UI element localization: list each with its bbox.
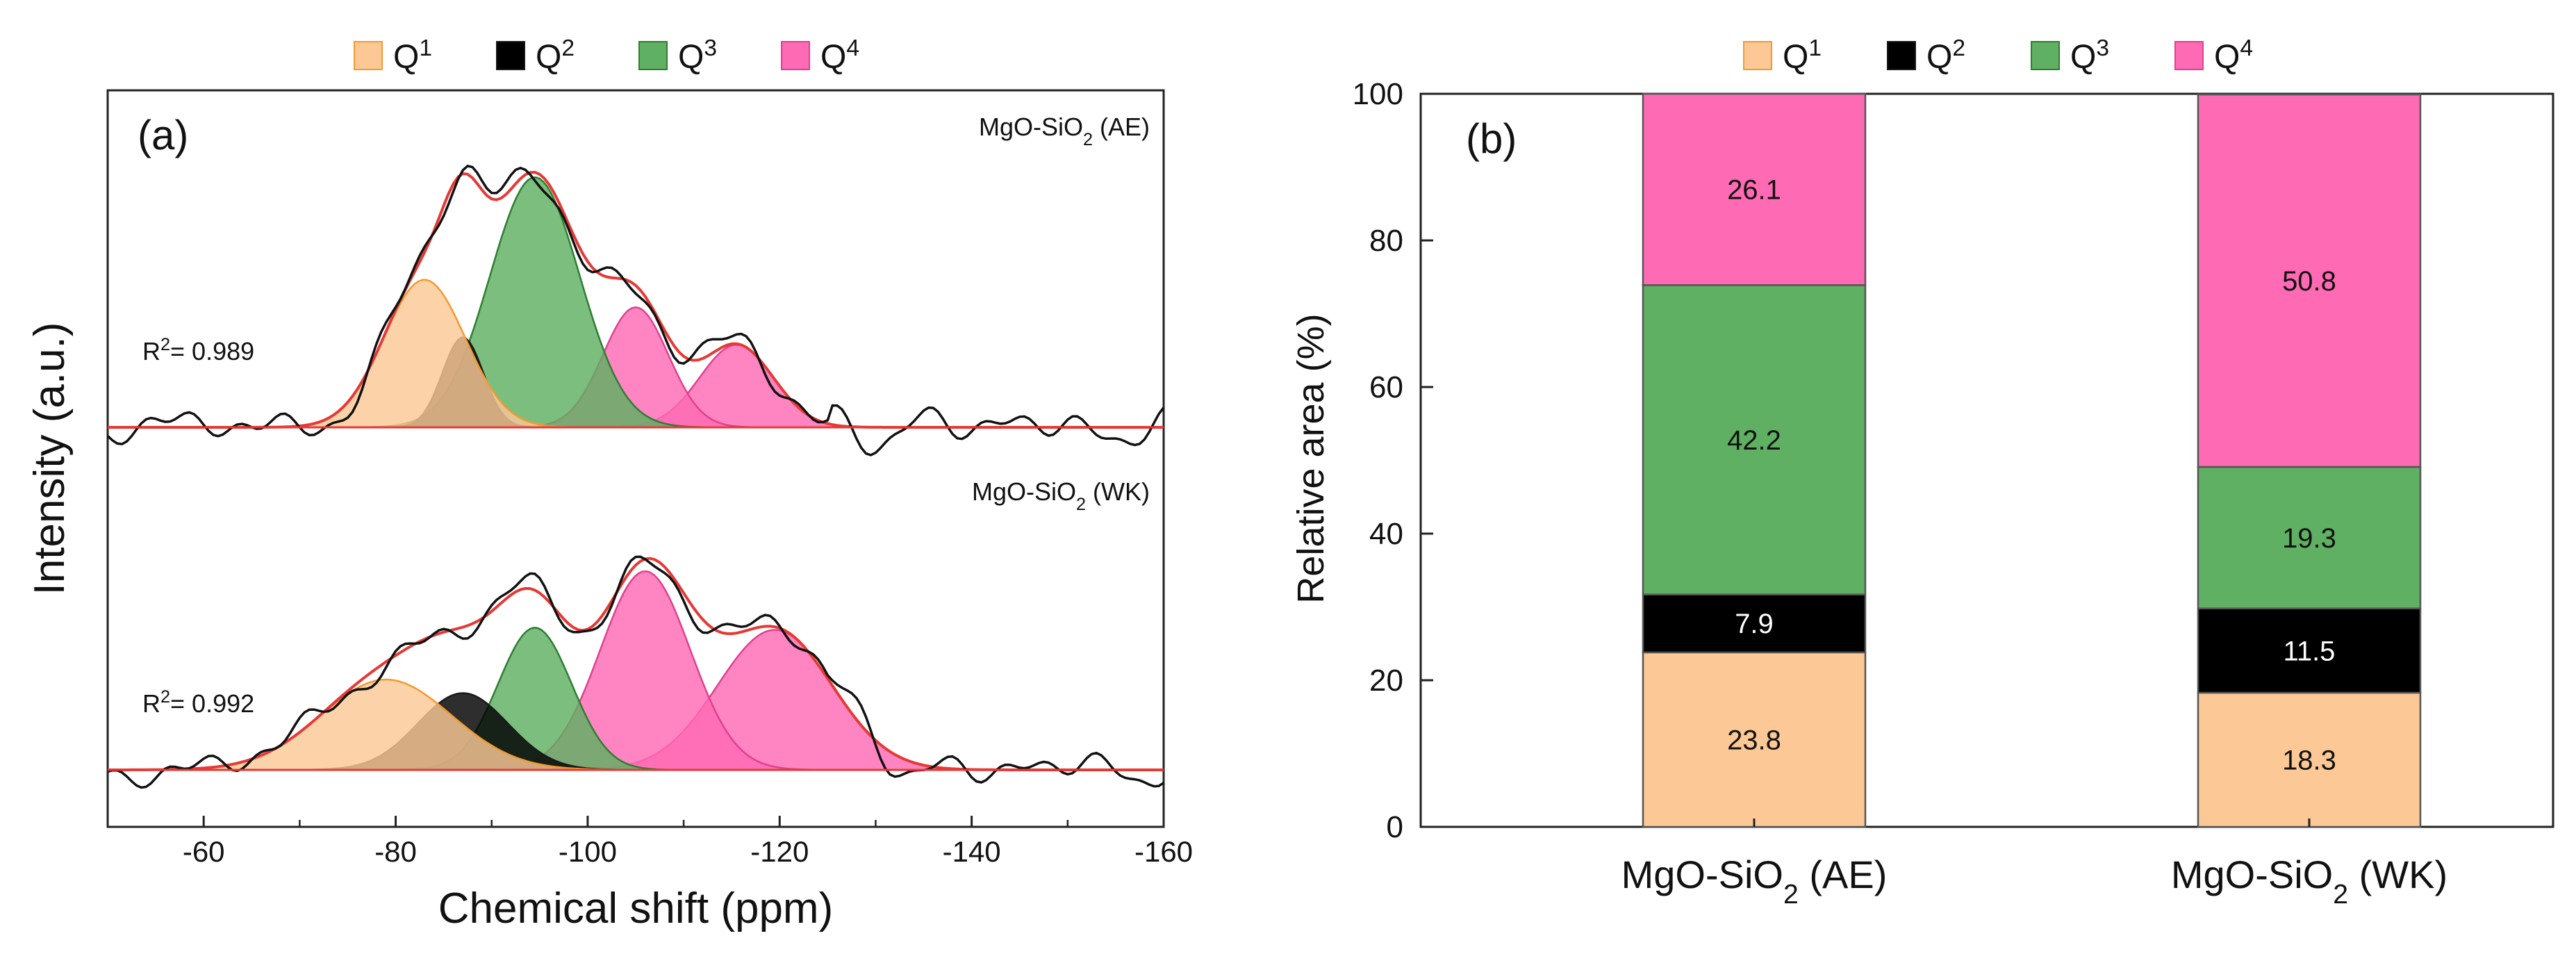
x-category-label: MgO-SiO2 (WK) <box>2171 853 2447 910</box>
bar-value-label: 26.1 <box>1727 175 1781 206</box>
bar-value-label: 50.8 <box>2282 266 2336 297</box>
panel-b-plot-area: 23.8 7.9 42.2 26.1 18.3 11.5 19.3 50.8 <box>1642 92 2422 828</box>
legend-item-q1: Q1 <box>1743 35 1822 76</box>
panel-b-legend: Q1 Q2 Q3 Q4 <box>1743 35 2253 76</box>
legend-item-q2: Q2 <box>1887 35 1965 76</box>
panel-a-nmr-spectra: Q1 Q2 Q3 Q4 (a) MgO-SiO2 (AE)R2= 0.989MgO-S… <box>26 35 1193 933</box>
legend-item-q3: Q3 <box>638 35 717 76</box>
spectrum-ae: MgO-SiO2 (AE) R2= 0.989 <box>106 113 1165 457</box>
legend-label-q3: Q3 <box>678 35 717 76</box>
panel-b-y-axis: 0 20 40 60 80 100 <box>1353 77 1433 844</box>
spectrum-wk: MgO-SiO2 (WK) R2= 0.992 <box>107 477 1164 789</box>
bar-value-label: 7.9 <box>1735 609 1774 639</box>
panel-a-y-axis-title: Intensity (a.u.) <box>26 322 74 595</box>
legend-swatch-q4 <box>781 41 810 70</box>
panel-b-y-axis-title: Relative area (%) <box>1290 313 1332 603</box>
bar-segment-q2 <box>2197 607 2422 694</box>
legend-swatch-q1 <box>354 41 383 70</box>
panel-a-plot-frame <box>106 89 1165 828</box>
legend-item-q2: Q2 <box>496 35 575 76</box>
panel-b-plot-frame <box>1419 92 2554 828</box>
spectrum-sample-label: MgO-SiO2 (AE) <box>979 113 1150 149</box>
legend-label-q1: Q1 <box>1783 35 1822 76</box>
experimental-trace <box>106 164 1165 457</box>
x-category-label: MgO-SiO2 (AE) <box>1621 853 1888 910</box>
legend-label-q2: Q2 <box>1926 35 1965 76</box>
bar-segment-q4 <box>2197 93 2422 468</box>
legend-swatch-q2 <box>496 41 525 70</box>
legend-item-q3: Q3 <box>2031 35 2109 76</box>
legend-swatch-q4 <box>2174 41 2204 70</box>
bar-value-label: 18.3 <box>2282 745 2336 775</box>
experimental-trace <box>107 555 1164 789</box>
y-tick-label: 40 <box>1369 517 1403 551</box>
bar-segment-q3 <box>1642 284 1867 595</box>
legend-label-q4: Q4 <box>820 35 859 76</box>
panel-a-plot-area: MgO-SiO2 (AE) R2= 0.989 MgO-SiO2 (WK) R2= 0… <box>106 113 1165 789</box>
y-tick-label: 0 <box>1387 810 1403 844</box>
panel-a-legend: Q1 Q2 Q3 Q4 <box>354 35 859 76</box>
legend-swatch-q3 <box>2031 41 2060 70</box>
bar-value-label: 23.8 <box>1727 725 1781 755</box>
x-tick-label: -100 <box>559 835 617 868</box>
panel-b-x-axis: MgO-SiO2 (AE) MgO-SiO2 (WK) <box>1621 819 2447 910</box>
panel-b-label: (b) <box>1466 115 1517 162</box>
panel-a-x-axis: -60 -80 -100 -120 -140 -160 <box>106 816 1193 868</box>
legend-item-q4: Q4 <box>781 35 859 76</box>
fit-r-squared-label: R2= 0.989 <box>142 335 254 365</box>
legend-label-q1: Q1 <box>393 35 432 76</box>
legend-label-q3: Q3 <box>2070 35 2109 76</box>
bar-stack-wk: 18.3 11.5 19.3 50.8 <box>2197 93 2422 828</box>
x-tick-label: -120 <box>750 835 809 868</box>
bar-value-label: 19.3 <box>2282 523 2336 554</box>
panel-a-x-axis-title: Chemical shift (ppm) <box>438 885 833 932</box>
legend-item-q4: Q4 <box>2174 35 2253 76</box>
legend-item-q1: Q1 <box>354 35 432 76</box>
legend-swatch-q3 <box>638 41 668 70</box>
panel-a-label: (a) <box>138 112 188 158</box>
x-tick-label: -60 <box>183 835 225 868</box>
y-tick-label: 80 <box>1369 224 1403 258</box>
legend-swatch-q2 <box>1887 41 1916 70</box>
x-tick-label: -160 <box>1134 835 1193 868</box>
bar-segment-q4 <box>1642 92 1867 286</box>
bar-segment-q3 <box>2197 466 2422 609</box>
y-tick-label: 20 <box>1369 664 1403 698</box>
x-tick-label: -140 <box>943 835 1001 868</box>
spectrum-sample-label: MgO-SiO2 (WK) <box>972 477 1150 514</box>
y-tick-label: 60 <box>1369 370 1403 404</box>
panel-b-relative-area-bars: Q1 Q2 Q3 Q4 (b) 23.8 7.9 42.2 26.1 18.3 11.5 19.3… <box>1290 35 2554 910</box>
bar-value-label: 11.5 <box>2284 636 2336 666</box>
bar-value-label: 42.2 <box>1727 425 1781 456</box>
fit-r-squared-label: R2= 0.992 <box>142 687 254 718</box>
legend-label-q2: Q2 <box>536 35 575 76</box>
x-tick-label: -80 <box>374 835 417 868</box>
bar-segment-q1 <box>2197 691 2422 828</box>
bar-segment-q2 <box>1642 593 1867 654</box>
y-tick-label: 100 <box>1353 77 1403 111</box>
legend-swatch-q1 <box>1743 41 1772 70</box>
legend-label-q4: Q4 <box>2214 35 2253 76</box>
bar-stack-ae: 23.8 7.9 42.2 26.1 <box>1642 92 1867 828</box>
